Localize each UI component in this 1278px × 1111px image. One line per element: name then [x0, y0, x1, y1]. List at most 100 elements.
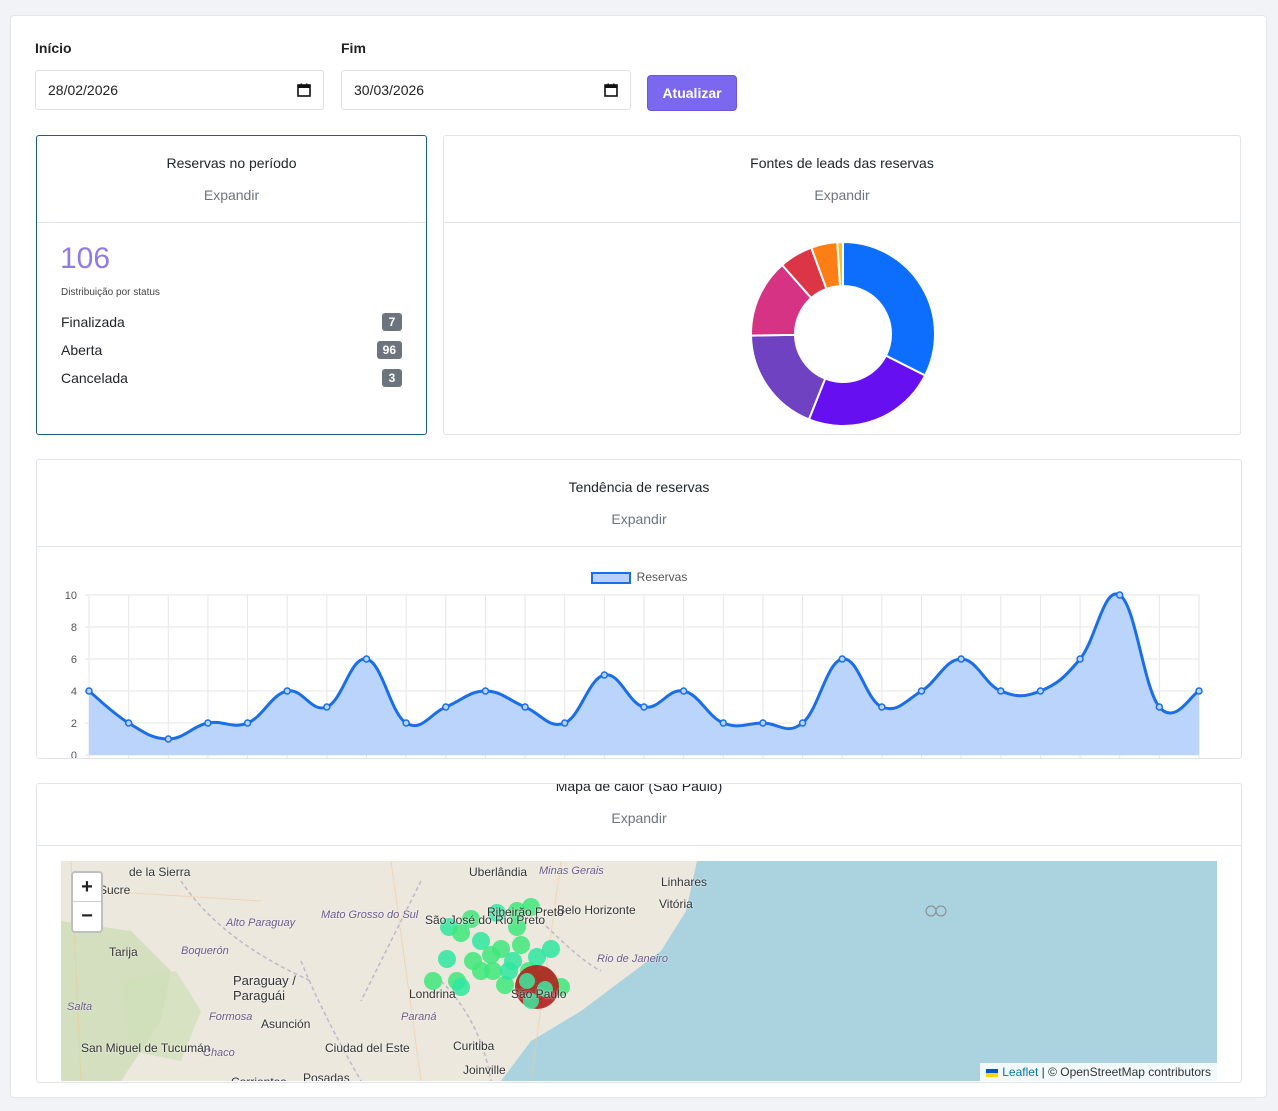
map-place-label: Rio de Janeiro — [597, 953, 668, 965]
heat-point — [512, 936, 530, 954]
data-point[interactable] — [362, 655, 371, 663]
data-point[interactable] — [719, 719, 728, 727]
heat-point — [492, 940, 510, 958]
expand-link[interactable]: Expandir — [611, 511, 667, 527]
status-row: Aberta 96 — [61, 339, 402, 361]
map-place-label: Vitória — [659, 897, 693, 911]
legend-label: Reservas — [636, 570, 688, 584]
data-point[interactable] — [759, 719, 767, 727]
status-row: Cancelada 3 — [61, 367, 402, 389]
heat-point — [484, 962, 502, 980]
card-header: Tendência de reservas Expandir — [37, 460, 1241, 547]
heat-point — [452, 924, 470, 942]
map-place-label: Paraná — [401, 1011, 437, 1023]
card-header: Fontes de leads das reservas Expandir — [444, 136, 1240, 223]
data-point[interactable] — [323, 703, 331, 711]
heat-point — [452, 978, 470, 996]
data-point[interactable] — [402, 719, 410, 727]
card-title: Reservas no período — [166, 155, 297, 171]
status-badge: 96 — [376, 341, 402, 359]
area-fill — [89, 593, 1199, 755]
data-point[interactable] — [164, 735, 173, 743]
update-button[interactable]: Atualizar — [647, 75, 737, 111]
expand-link[interactable]: Expandir — [814, 187, 870, 203]
status-row: Finalizada 7 — [61, 311, 402, 333]
calendar-icon[interactable] — [604, 83, 618, 97]
data-point[interactable] — [481, 687, 490, 695]
data-point[interactable] — [997, 687, 1005, 695]
map-place-label: Mato Grosso do Sul — [321, 909, 419, 921]
data-point[interactable] — [283, 687, 291, 695]
data-point[interactable] — [640, 703, 648, 711]
donut-slice[interactable] — [842, 240, 936, 377]
leaflet-link[interactable]: Leaflet — [1002, 1065, 1039, 1079]
donut-slice[interactable] — [836, 240, 844, 288]
expand-link[interactable]: Expandir — [611, 810, 667, 826]
heat-point — [523, 993, 539, 1009]
data-point[interactable] — [124, 719, 133, 727]
trend-line-chart: 0 2 4 6 8 10 — [65, 590, 1203, 758]
end-date-label: Fim — [341, 40, 366, 56]
card-header: Mapa de calor (São Paulo) Expandir — [37, 784, 1241, 846]
data-point[interactable] — [957, 655, 965, 663]
map-place-label: Corrientes — [231, 1075, 286, 1081]
data-point[interactable] — [521, 703, 529, 711]
expand-link[interactable]: Expandir — [203, 187, 260, 203]
data-point[interactable] — [1115, 591, 1124, 599]
data-point[interactable] — [1195, 687, 1203, 695]
map-place-label: Tarija — [109, 945, 138, 959]
heat-point — [496, 976, 514, 994]
data-point[interactable] — [243, 719, 252, 727]
data-point[interactable] — [1036, 687, 1045, 695]
status-badge: 3 — [382, 369, 402, 387]
map-place-label: Joinville — [463, 1063, 506, 1077]
map-place-label: Salta — [67, 1001, 93, 1013]
data-point[interactable] — [798, 719, 807, 727]
data-point[interactable] — [878, 703, 886, 711]
status-label: Cancelada — [61, 370, 128, 386]
y-tick-label: 8 — [71, 622, 77, 634]
zoom-out-button[interactable]: − — [81, 905, 93, 927]
map-place-label: Alto Paraguay — [226, 917, 296, 929]
map-place-label: Curitiba — [453, 1039, 495, 1053]
data-point[interactable] — [204, 719, 212, 727]
map-tiles — [61, 861, 1217, 1081]
donut-slice[interactable] — [807, 354, 927, 427]
y-tick-label: 4 — [71, 686, 77, 698]
card-title: Tendência de reservas — [568, 479, 710, 495]
data-point[interactable] — [917, 687, 926, 695]
data-point[interactable] — [1076, 655, 1084, 663]
start-date-input[interactable]: 28/02/2026 — [35, 70, 324, 110]
map-place-label: Linhares — [661, 875, 708, 889]
map-place-label: de la Sierra — [129, 865, 191, 879]
donut-slice[interactable] — [749, 333, 827, 421]
data-point[interactable] — [1155, 703, 1164, 711]
y-tick-label: 10 — [65, 590, 77, 602]
start-date-value: 28/02/2026 — [48, 82, 119, 98]
card-header: Reservas no período Expandir — [37, 136, 426, 223]
data-point[interactable] — [600, 671, 609, 679]
calendar-icon[interactable] — [297, 83, 311, 97]
map-place-label: Formosa — [209, 1011, 253, 1023]
map-place-label: Uberlândia — [469, 865, 528, 879]
map-place-label: Ciudad del Este — [325, 1041, 410, 1055]
map-attribution: Leaflet | © OpenStreetMap contributors — [980, 1063, 1217, 1081]
data-point[interactable] — [560, 719, 569, 727]
map-place-label: Ribeirão Preto — [487, 905, 564, 919]
end-date-input[interactable]: 30/03/2026 — [341, 70, 631, 110]
zoom-control: + − — [71, 871, 103, 933]
chart-legend[interactable]: Reservas — [37, 570, 1241, 584]
status-label: Finalizada — [61, 314, 125, 330]
data-point[interactable] — [442, 703, 450, 711]
map-place-label: Londrina — [409, 987, 456, 1001]
data-point[interactable] — [838, 655, 846, 663]
zoom-in-button[interactable]: + — [73, 873, 101, 902]
heatmap-card: Mapa de calor (São Paulo) Expandir Uberl… — [36, 783, 1242, 1083]
data-point[interactable] — [679, 687, 688, 695]
y-tick-label: 2 — [71, 718, 77, 730]
map-place-label: Belo Horizonte — [557, 903, 636, 917]
heat-point — [424, 972, 442, 990]
data-point[interactable] — [85, 687, 93, 695]
map-place-label: São José do Rio Preto — [425, 913, 546, 927]
heatmap-map[interactable]: Uberlândia Minas Gerais Linhares Vitória Bel… — [61, 861, 1217, 1081]
